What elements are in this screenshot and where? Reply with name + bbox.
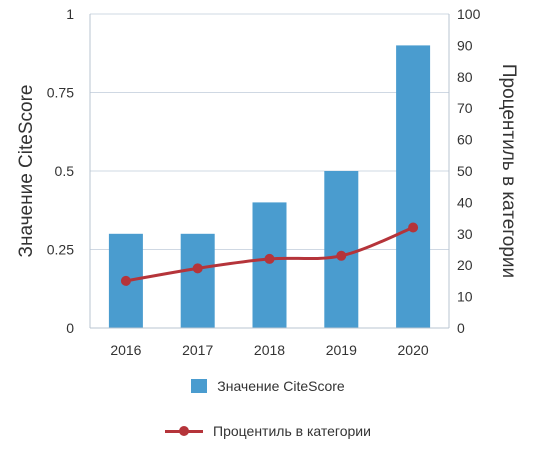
- right-tick-label: 80: [457, 69, 473, 85]
- legend-bar-item: Значение CiteScore: [0, 378, 536, 394]
- x-tick-label: 2020: [398, 342, 429, 358]
- legend-line-label: Процентиль в категории: [213, 423, 371, 439]
- bar-2018: [252, 202, 287, 328]
- right-tick-label: 60: [457, 132, 473, 148]
- left-axis-ticks: 0 0.25 0.5 0.75 1: [47, 6, 74, 336]
- point-2016: [120, 275, 131, 286]
- right-tick-label: 50: [457, 163, 473, 179]
- right-tick-label: 20: [457, 257, 473, 273]
- left-axis-title: Значение CiteScore: [16, 85, 37, 258]
- bar-2020: [396, 45, 431, 329]
- x-tick-label: 2018: [254, 342, 285, 358]
- bar-series: [108, 45, 431, 329]
- legend-line-swatch: [165, 424, 204, 438]
- legend-bar-swatch: [191, 379, 208, 393]
- bar-2017: [180, 233, 215, 328]
- left-tick-label: 0: [66, 320, 74, 336]
- left-tick-label: 0.5: [55, 163, 75, 179]
- line-series: [120, 222, 419, 286]
- bar-2019: [324, 171, 359, 328]
- right-axis-ticks: 0 10 20 30 40 50 60 70 80 90 100: [457, 6, 481, 336]
- right-tick-label: 0: [457, 320, 465, 336]
- legend-line-item: Процентиль в категории: [0, 423, 536, 439]
- x-axis-ticks: 2016 2017 2018 2019 2020: [110, 342, 429, 358]
- point-2018: [264, 253, 275, 264]
- right-tick-label: 40: [457, 194, 473, 210]
- legend-bar-label: Значение CiteScore: [217, 378, 345, 394]
- x-tick-label: 2016: [110, 342, 141, 358]
- right-tick-label: 30: [457, 226, 473, 242]
- right-tick-label: 70: [457, 100, 473, 116]
- right-tick-label: 10: [457, 289, 473, 305]
- x-tick-label: 2019: [326, 342, 357, 358]
- left-tick-label: 0.75: [47, 85, 74, 101]
- x-tick-label: 2017: [182, 342, 213, 358]
- left-tick-label: 1: [66, 6, 74, 22]
- point-2017: [192, 263, 203, 274]
- axes: [89, 14, 450, 329]
- point-2019: [336, 250, 347, 261]
- left-tick-label: 0.25: [47, 242, 74, 258]
- point-2020: [408, 222, 419, 233]
- right-tick-label: 90: [457, 37, 473, 53]
- right-axis-title: Процентиль в категории: [498, 64, 519, 278]
- right-tick-label: 100: [457, 6, 481, 22]
